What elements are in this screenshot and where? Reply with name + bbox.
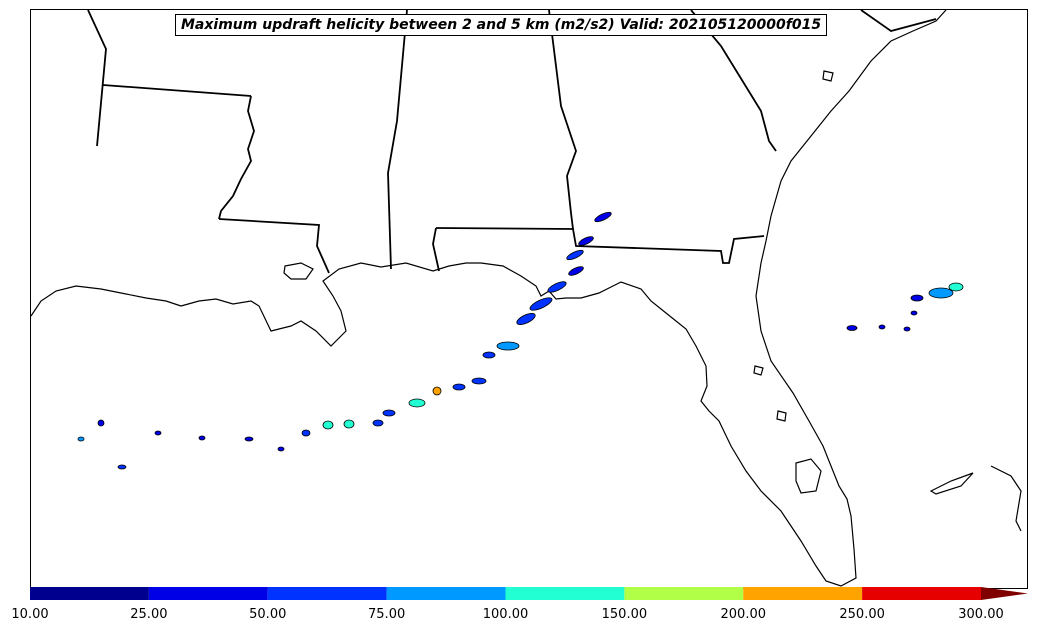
- uh-blob: [322, 420, 334, 430]
- uh-blob: [903, 326, 911, 332]
- helicity-contours: [77, 211, 964, 470]
- uh-blob: [928, 287, 954, 299]
- coastline-east-keys: [929, 472, 974, 495]
- state-border-ms-river: [218, 95, 255, 220]
- colorbar: [30, 587, 1028, 600]
- uh-blob: [382, 409, 396, 417]
- uh-blob: [948, 282, 964, 292]
- colorbar-tick-label: 25.00: [130, 607, 168, 622]
- colorbar-tick-label: 300.00: [958, 607, 1004, 622]
- colorbar-tick-label: 200.00: [720, 607, 767, 622]
- coastline-bahamas: [990, 465, 1022, 532]
- uh-blob: [482, 351, 496, 359]
- uh-blob: [496, 341, 520, 351]
- colorbar-segment: [386, 587, 506, 600]
- uh-blob: [372, 419, 384, 427]
- uh-blob: [343, 419, 355, 429]
- colorbar-segment: [148, 587, 268, 600]
- state-border-al-fl: [435, 227, 765, 264]
- uh-blob: [117, 464, 127, 470]
- uh-blob: [516, 313, 536, 325]
- island-1: [822, 70, 834, 82]
- map-title: Maximum updraft helicity between 2 and 5…: [175, 14, 828, 36]
- uh-blob: [910, 310, 918, 316]
- state-border-ar-la: [102, 84, 252, 97]
- state-border-al-ga: [548, 10, 577, 230]
- uh-blob: [301, 429, 311, 437]
- colorbar-segment: [862, 587, 981, 600]
- coastline-texas: [31, 285, 182, 317]
- uh-blob: [910, 294, 924, 302]
- coastline-ms-al: [480, 10, 947, 587]
- uh-blob: [432, 386, 442, 396]
- uh-blob: [471, 377, 487, 385]
- colorbar-tick-label: 150.00: [601, 607, 648, 622]
- island-2: [776, 410, 787, 422]
- state-border-ms-al: [387, 10, 408, 270]
- uh-blob: [846, 325, 858, 331]
- uh-blob: [878, 324, 886, 330]
- map-canvas: [31, 10, 1022, 587]
- uh-blob: [529, 297, 553, 311]
- uh-blob: [578, 236, 594, 246]
- colorbar-tick-label: 75.00: [368, 607, 406, 622]
- state-border-tx-la: [87, 10, 107, 147]
- colorbar-tick-label: 10.00: [11, 607, 49, 622]
- uh-blob: [594, 211, 612, 223]
- uh-blob: [277, 446, 285, 452]
- uh-blob: [566, 249, 584, 261]
- coastline: [31, 10, 1022, 587]
- uh-blob: [408, 398, 426, 408]
- lake-okeechobee: [795, 458, 822, 494]
- map-panel: [30, 9, 1028, 589]
- uh-blob: [568, 266, 584, 276]
- colorbar-segment: [505, 587, 625, 600]
- colorbar-segment: [743, 587, 863, 600]
- uh-blob: [198, 435, 206, 441]
- colorbar-tick-label: 50.00: [249, 607, 287, 622]
- colorbar-extend-arrow: [981, 587, 1028, 600]
- uh-blob: [547, 281, 567, 293]
- state-border-la-ms: [218, 218, 330, 274]
- state-border-sc-nc: [860, 10, 937, 32]
- uh-blob: [452, 383, 466, 391]
- state-border-al-panhandle: [432, 227, 440, 272]
- colorbar-tick-label: 100.00: [482, 607, 529, 622]
- uh-blob: [77, 436, 85, 442]
- uh-blob: [244, 436, 254, 442]
- lake-pontchartrain: [283, 262, 314, 280]
- uh-blob: [97, 419, 105, 427]
- uh-blob: [154, 430, 162, 436]
- colorbar-segment: [30, 587, 149, 600]
- state-borders: [87, 10, 937, 274]
- colorbar-segment: [267, 587, 387, 600]
- coastline-louisiana: [180, 262, 481, 347]
- colorbar-segment: [624, 587, 744, 600]
- island-3: [753, 365, 764, 376]
- colorbar-tick-label: 250.00: [839, 607, 885, 622]
